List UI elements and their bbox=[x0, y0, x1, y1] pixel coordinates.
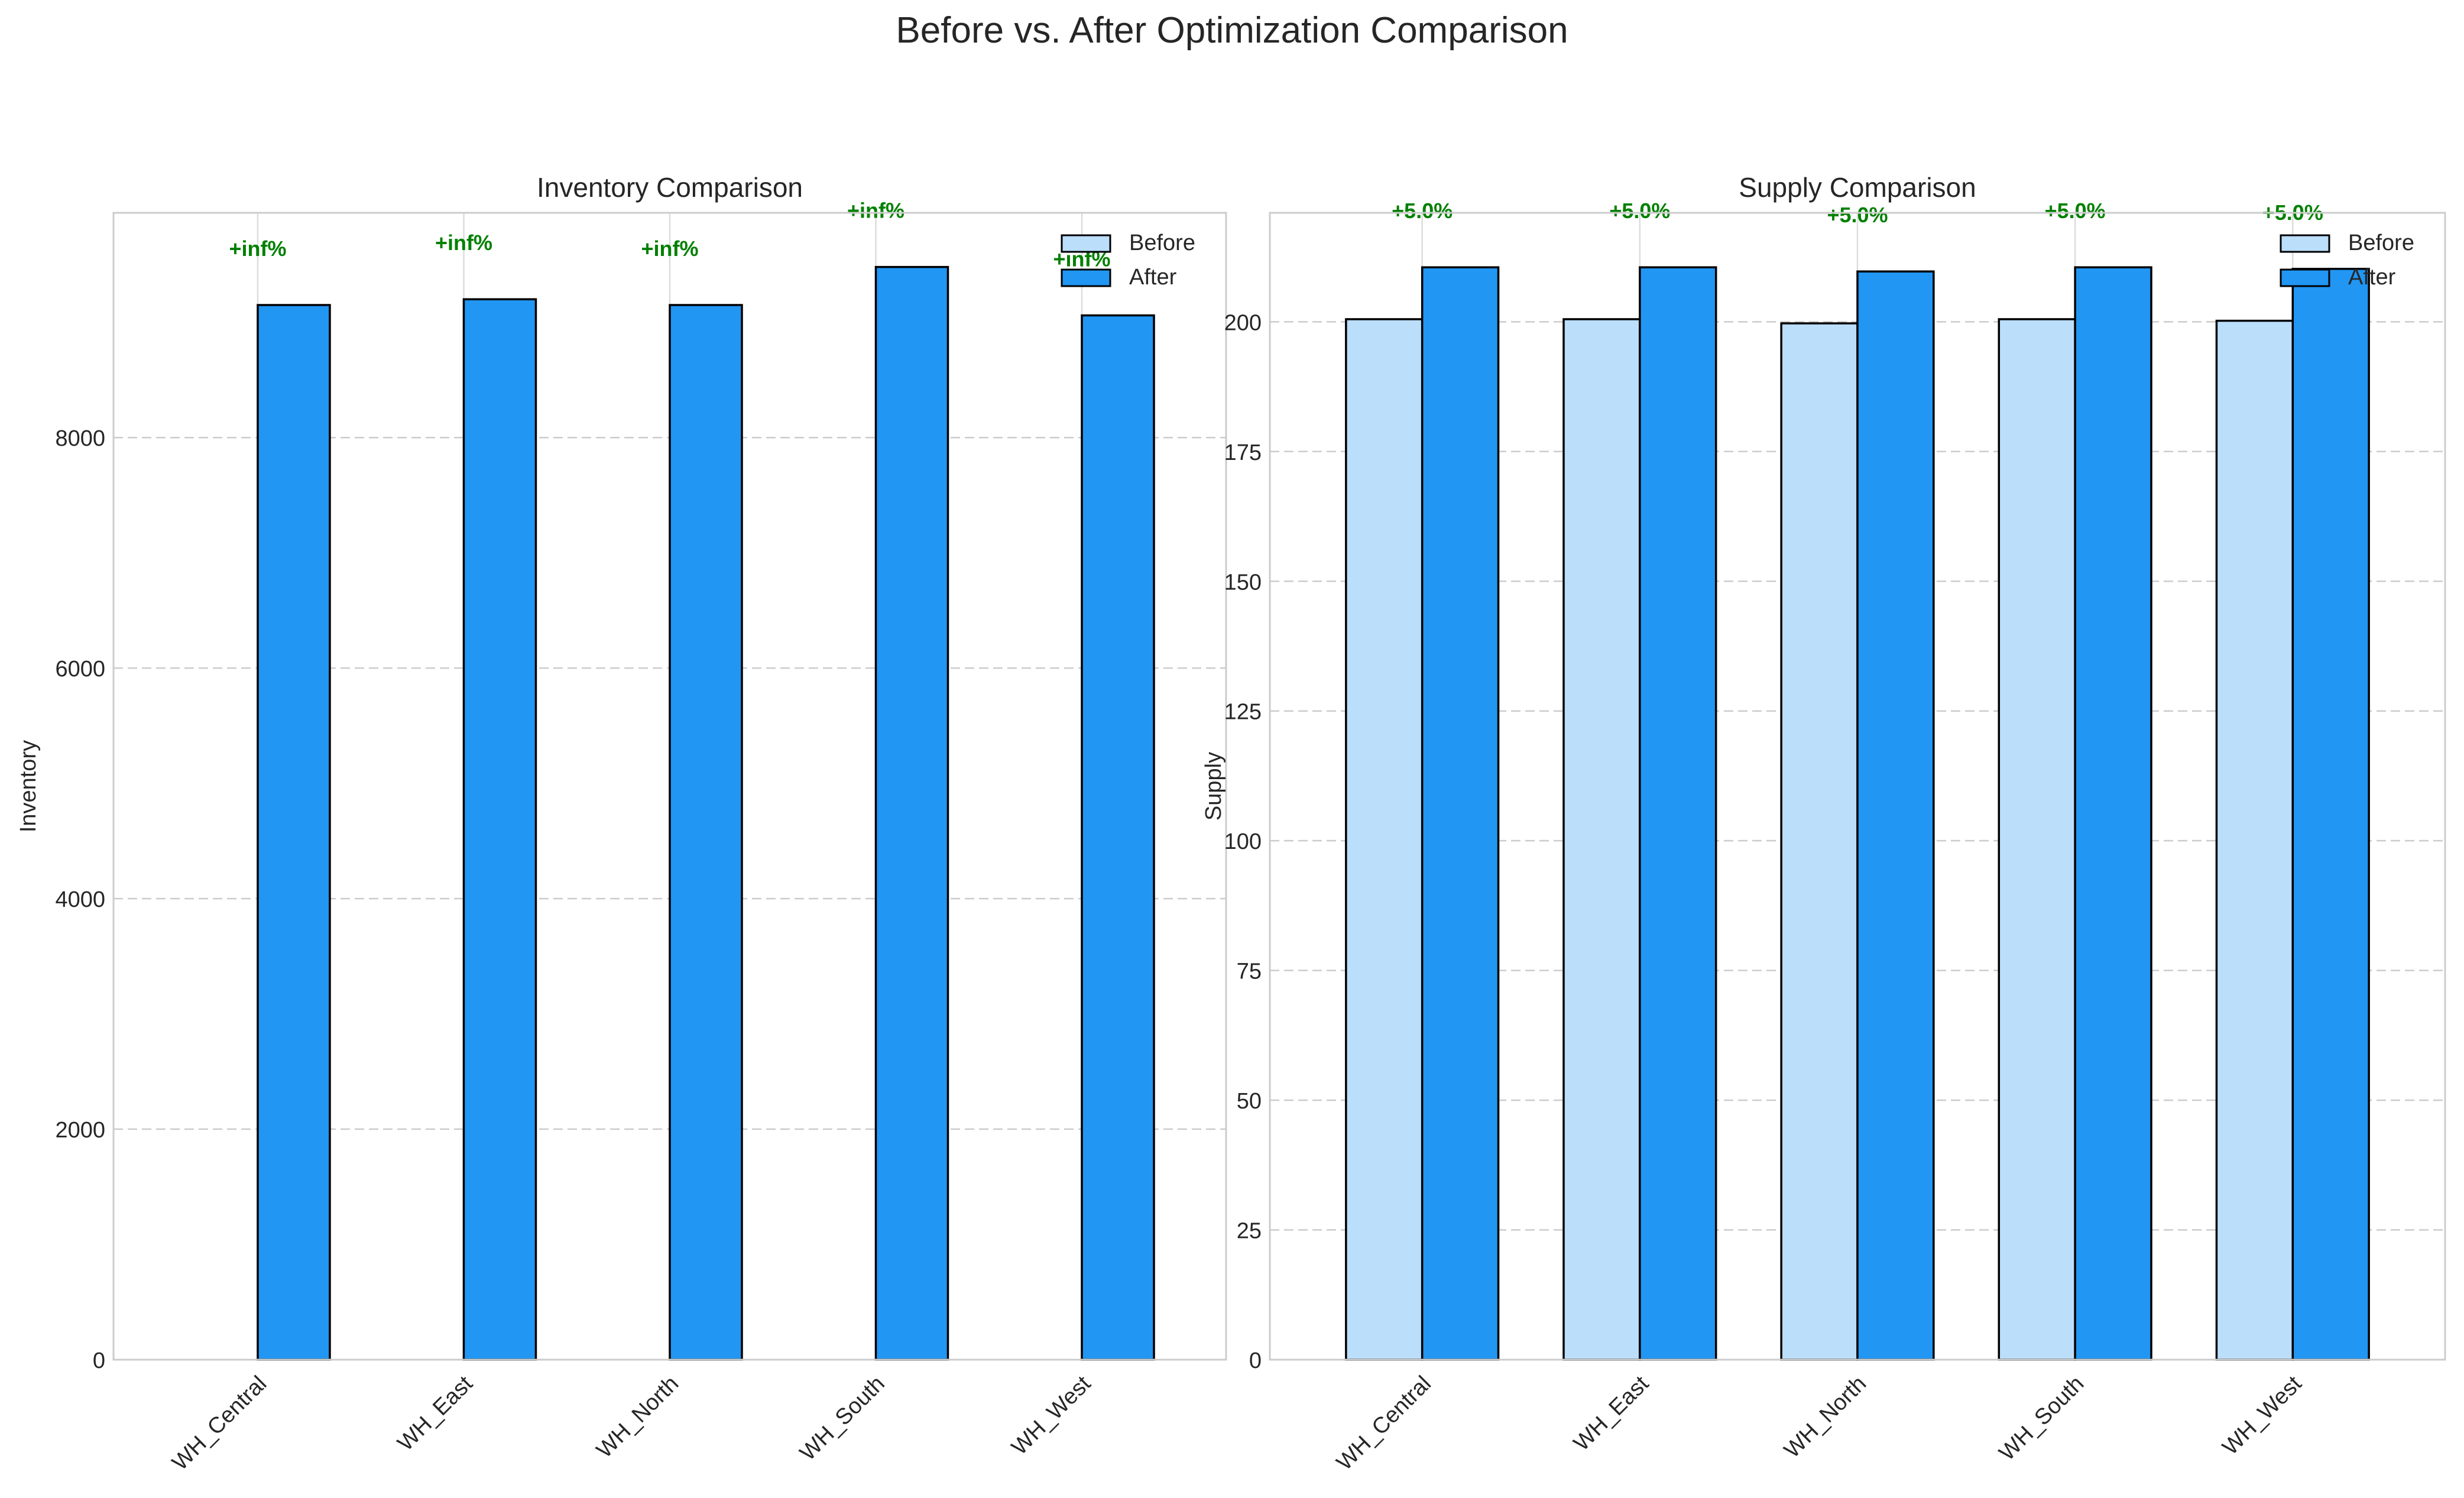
legend-label-before: Before bbox=[2348, 231, 2414, 255]
legend-swatch-after bbox=[2280, 268, 2330, 287]
bar-after-WH_Central bbox=[257, 304, 331, 1361]
legend-label-after: After bbox=[1129, 265, 1177, 290]
legend-swatch-before bbox=[1061, 234, 1111, 253]
y-tick-label: 50 bbox=[1237, 1089, 1262, 1114]
legend-swatch-before bbox=[2280, 234, 2330, 253]
bar-after-WH_East bbox=[462, 298, 537, 1361]
pct-change-label: +inf% bbox=[847, 199, 904, 223]
y-tick-label: 200 bbox=[1224, 310, 1262, 335]
bar-after-WH_Central bbox=[1421, 266, 1500, 1361]
y-tick-label: 6000 bbox=[55, 657, 105, 682]
bar-before-WH_Central bbox=[1345, 318, 1424, 1361]
x-tick-label: WH_West bbox=[1007, 1371, 1095, 1460]
y-tick-label: 0 bbox=[1249, 1348, 1262, 1373]
bar-before-WH_East bbox=[1562, 318, 1641, 1361]
plot-frame bbox=[112, 212, 1227, 1361]
y-tick-label: 25 bbox=[1237, 1219, 1262, 1244]
bar-before-WH_North bbox=[1780, 322, 1859, 1361]
bar-after-WH_East bbox=[1639, 266, 1717, 1361]
y-tick-label: 75 bbox=[1237, 959, 1262, 984]
bar-after-WH_North bbox=[1856, 270, 1935, 1361]
x-tick-label: WH_East bbox=[393, 1371, 478, 1455]
x-tick-label: WH_West bbox=[2217, 1371, 2306, 1460]
bar-after-WH_North bbox=[669, 304, 743, 1361]
x-tick-label: WH_Central bbox=[1332, 1371, 1436, 1476]
y-tick-label: 150 bbox=[1224, 570, 1262, 595]
legend-label-before: Before bbox=[1129, 231, 1195, 255]
bar-after-WH_West bbox=[2291, 268, 2370, 1361]
x-tick-label: WH_North bbox=[592, 1371, 683, 1463]
bar-before-WH_South bbox=[1998, 318, 2076, 1361]
y-tick-label: 2000 bbox=[55, 1118, 105, 1143]
pct-change-label: +inf% bbox=[435, 231, 492, 255]
pct-change-label: +inf% bbox=[641, 236, 698, 261]
x-tick-label: WH_North bbox=[1779, 1371, 1871, 1463]
figure-title: Before vs. After Optimization Comparison bbox=[896, 10, 1568, 51]
y-tick-label: 8000 bbox=[55, 426, 105, 451]
y-tick-label: 0 bbox=[93, 1348, 105, 1373]
plot-frame bbox=[1269, 212, 2446, 1361]
y-axis-label: Inventory bbox=[16, 740, 41, 832]
chart-panel-2: 0 25 50 75 100 125 150 175 200 +5.0% +5.0% +5.0% +5.… bbox=[1201, 172, 2446, 1476]
bar-before-WH_West bbox=[2215, 319, 2294, 1361]
pct-change-label: +5.0% bbox=[1609, 199, 1670, 223]
legend-label-after: After bbox=[2348, 265, 2396, 290]
legend-swatch-after bbox=[1061, 268, 1111, 287]
bar-after-WH_South bbox=[874, 265, 949, 1361]
chart-title: Supply Comparison bbox=[1739, 172, 1976, 203]
x-tick-label: WH_South bbox=[1995, 1371, 2089, 1466]
y-tick-label: 4000 bbox=[55, 887, 105, 912]
chart-title: Inventory Comparison bbox=[537, 172, 803, 203]
pct-change-label: +5.0% bbox=[1392, 199, 1453, 223]
bar-after-WH_West bbox=[1081, 314, 1155, 1361]
pct-change-label: +5.0% bbox=[2045, 199, 2106, 223]
pct-change-label: +5.0% bbox=[1827, 203, 1888, 227]
y-axis-label: Supply bbox=[1201, 752, 1226, 821]
x-tick-label: WH_East bbox=[1569, 1371, 1654, 1455]
x-tick-label: WH_Central bbox=[167, 1371, 271, 1476]
x-tick-label: WH_South bbox=[795, 1371, 890, 1466]
y-tick-label: 100 bbox=[1224, 829, 1262, 854]
bar-after-WH_South bbox=[2074, 266, 2152, 1361]
y-tick-label: 175 bbox=[1224, 440, 1262, 465]
y-tick-label: 125 bbox=[1224, 700, 1262, 725]
legend: Before After bbox=[1061, 231, 1195, 290]
pct-change-label: +inf% bbox=[229, 236, 286, 261]
legend: Before After bbox=[2280, 231, 2414, 290]
